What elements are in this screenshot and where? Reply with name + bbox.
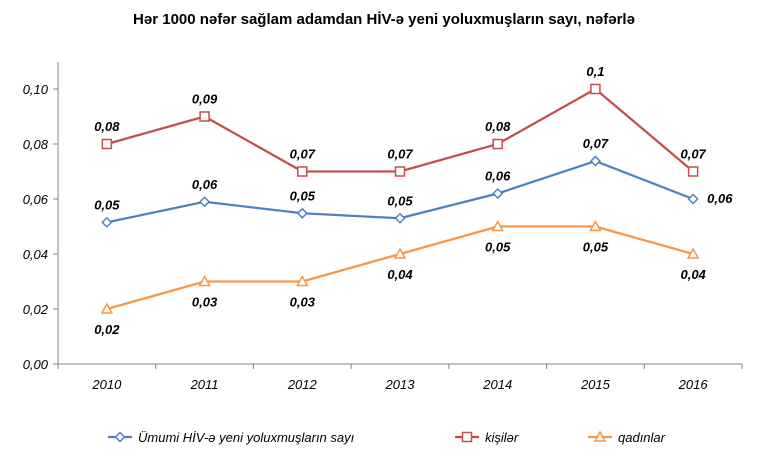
legend-label: qadınlar	[618, 430, 666, 445]
x-tick-label: 2013	[385, 377, 416, 392]
legend-marker	[593, 430, 607, 442]
data-point	[297, 166, 308, 177]
data-label: 0,04	[680, 267, 706, 282]
data-label: 0,07	[583, 136, 609, 151]
legend: Ümumi HİV-ə yeni yoluxmuşların sayı kişil…	[108, 430, 666, 445]
data-point	[492, 187, 504, 200]
data-label: 0,05	[387, 193, 413, 208]
data-point	[296, 207, 308, 219]
data-point	[394, 166, 406, 177]
x-tick-label: 2012	[287, 377, 318, 392]
data-point	[101, 138, 113, 150]
data-label: 0,05	[94, 197, 120, 212]
data-label: 0,08	[94, 119, 120, 134]
data-label: 0,05	[290, 188, 316, 203]
data-point	[394, 212, 406, 224]
series-2	[100, 219, 700, 314]
data-point	[393, 247, 407, 259]
data-point	[590, 83, 601, 95]
data-label: 0,07	[680, 147, 706, 162]
data-label: 0,05	[583, 240, 609, 255]
y-tick-label: 0,06	[23, 192, 49, 207]
y-tick-label: 0,04	[23, 247, 48, 262]
chart-title: Hər 1000 nəfər sağlam adamdan HİV-ə yeni…	[133, 11, 635, 28]
y-tick-label: 0,10	[23, 82, 49, 97]
data-label: 0,06	[485, 169, 511, 184]
legend-item: Ümumi HİV-ə yeni yoluxmuşların sayı	[108, 430, 355, 445]
series-1	[101, 83, 699, 177]
data-point	[589, 219, 602, 232]
data-point	[687, 193, 699, 205]
data-label: 0,03	[192, 295, 218, 310]
x-tick-label: 2016	[678, 377, 709, 392]
x-tick-label: 2011	[190, 377, 219, 392]
data-point	[199, 111, 210, 122]
x-tick-label: 2015	[580, 377, 611, 392]
data-label: 0,07	[387, 147, 413, 162]
legend-label: kişilər	[485, 430, 519, 445]
data-point	[589, 155, 601, 167]
legend-item: kişilər	[455, 430, 519, 445]
data-label: 0,02	[94, 322, 120, 337]
x-tick-label: 2014	[482, 377, 512, 392]
data-point	[687, 166, 699, 177]
x-tick-label: 2010	[91, 377, 122, 392]
axes: 0,00 0,02 0,04 0,06 0,08 0,10 2010 2011 2012 2013…	[23, 62, 743, 392]
data-point	[491, 219, 504, 232]
data-point	[492, 138, 503, 150]
data-label: 0,07	[290, 147, 316, 162]
legend-marker	[114, 431, 126, 443]
data-label: 0,08	[485, 119, 511, 134]
data-label: 0,03	[290, 295, 316, 310]
y-tick-label: 0,00	[23, 357, 49, 372]
data-point	[198, 274, 211, 287]
data-label: 0,04	[387, 267, 413, 282]
data-point	[686, 247, 700, 259]
data-label: 0,05	[485, 240, 511, 255]
data-label: 0,06	[192, 177, 218, 192]
data-point	[199, 196, 211, 208]
y-tick-label: 0,08	[23, 137, 49, 152]
legend-item: qadınlar	[588, 430, 666, 445]
data-point	[296, 274, 309, 287]
series-layer	[100, 83, 700, 314]
series-0	[101, 155, 699, 228]
data-point	[101, 216, 113, 228]
legend-label: Ümumi HİV-ə yeni yoluxmuşların sayı	[138, 430, 355, 445]
data-label: 0,09	[192, 92, 218, 107]
y-tick-label: 0,02	[23, 302, 49, 317]
legend-marker	[461, 431, 473, 443]
data-label: 0,1	[586, 64, 604, 79]
data-labels: 0,05 0,06 0,05 0,05 0,06 0,07 0,06 0,08 0,09 0,07…	[94, 64, 733, 337]
data-label: 0,06	[707, 191, 733, 206]
data-point	[100, 302, 114, 314]
